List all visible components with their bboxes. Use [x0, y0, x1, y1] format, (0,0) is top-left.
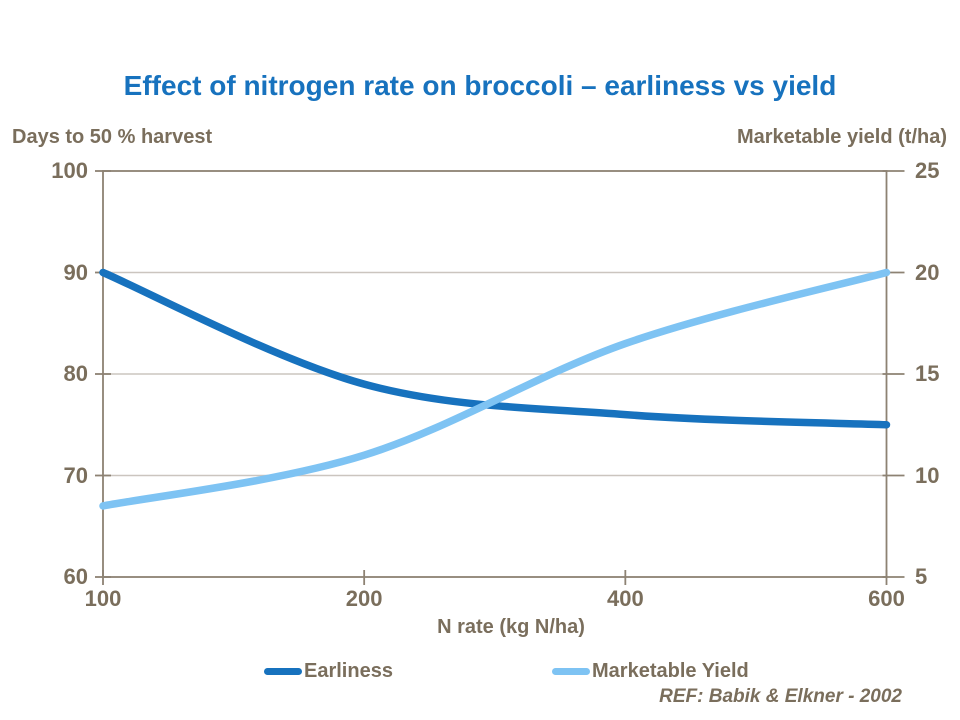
right-axis-tick-label: 5 — [915, 564, 928, 589]
left-axis-tick-label: 100 — [51, 158, 88, 183]
legend-item-marketable-yield: Marketable Yield — [552, 656, 749, 686]
x-axis-tick-label: 400 — [606, 586, 644, 611]
right-axis-tick-label: 20 — [915, 259, 940, 285]
chart-title: Effect of nitrogen rate on broccoli – ea… — [123, 70, 837, 101]
x-axis-title: N rate (kg N/ha) — [437, 616, 585, 638]
left-axis-tick-label: 70 — [63, 462, 88, 488]
x-axis-tick-label: 200 — [345, 586, 383, 611]
yield-line-swatch-icon — [552, 667, 590, 675]
legend-item-earliness: Earliness — [264, 656, 393, 686]
x-axis-tick-label: 600 — [868, 586, 905, 611]
legend-label-earliness: Earliness — [304, 659, 393, 682]
earliness-line-swatch-icon — [264, 667, 302, 675]
right-axis-tick-label: 25 — [915, 158, 940, 183]
reference-note: REF: Babik & Elkner - 2002 — [659, 686, 902, 707]
x-axis-tick-label: 100 — [84, 586, 122, 611]
left-axis-tick-label: 80 — [63, 361, 88, 386]
left-axis-tick-label: 90 — [63, 259, 88, 285]
right-axis-title: Marketable yield (t/ha) — [736, 126, 947, 148]
right-axis-tick-label: 15 — [915, 361, 940, 386]
legend-label-marketable-yield: Marketable Yield — [592, 659, 749, 682]
right-axis-tick-label: 10 — [915, 462, 940, 488]
series-line-earliness — [99, 268, 891, 429]
left-axis-title: Days to 50 % harvest — [12, 126, 213, 148]
series-line-marketable-yield — [99, 268, 891, 510]
left-axis-tick-label: 60 — [63, 564, 88, 589]
